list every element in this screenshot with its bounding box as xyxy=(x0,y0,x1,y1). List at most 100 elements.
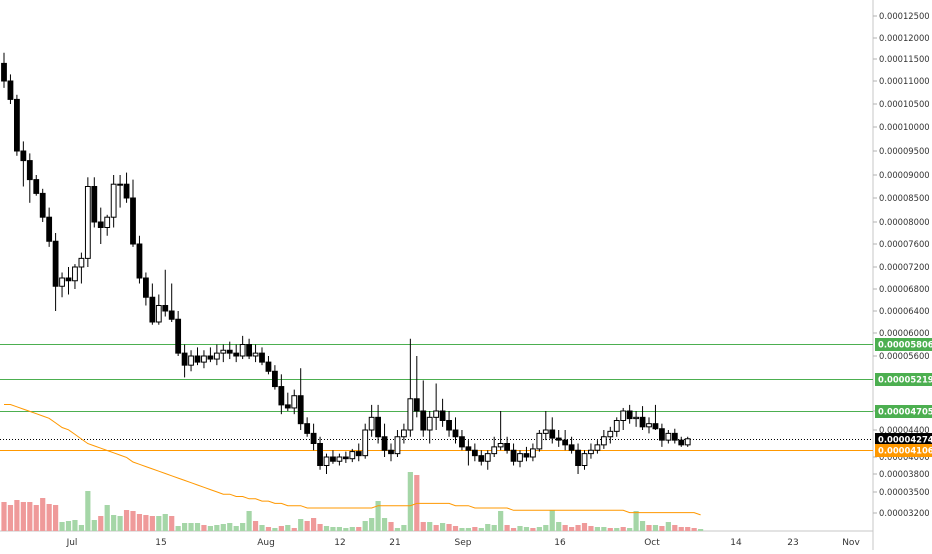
candle-body xyxy=(484,453,491,462)
candle-body xyxy=(317,443,323,466)
volume-bar xyxy=(510,528,517,531)
x-tick-label: 23 xyxy=(787,538,798,548)
volume-bar xyxy=(646,525,652,531)
level-price-tag xyxy=(875,433,932,446)
candle-body xyxy=(401,429,407,438)
volume-bar xyxy=(472,527,478,531)
volume-bar xyxy=(207,526,213,531)
volume-bar xyxy=(169,516,175,531)
candle-body xyxy=(446,420,452,431)
candle-body xyxy=(530,448,536,458)
volume-bar xyxy=(478,528,484,531)
volume-bar xyxy=(59,522,65,531)
volume-bar xyxy=(65,521,72,531)
volume-bar xyxy=(614,528,620,531)
candle-body xyxy=(368,416,375,431)
volume-bar xyxy=(607,528,613,531)
candle-body xyxy=(310,432,317,444)
candle-body xyxy=(381,436,388,451)
candle-body xyxy=(265,361,272,372)
candle-body xyxy=(194,355,201,363)
volume-bar xyxy=(298,519,304,531)
candle-body xyxy=(510,449,517,462)
volume-bar xyxy=(381,518,388,531)
volume-bar xyxy=(182,523,188,531)
volume-bar xyxy=(356,527,362,531)
y-tick-label: 0.00005600 xyxy=(879,351,930,361)
volume-bar xyxy=(98,516,104,531)
volume-bar xyxy=(78,525,84,531)
volume-bar xyxy=(240,523,246,531)
volume-bar xyxy=(1,502,7,531)
volume-bar xyxy=(601,527,607,531)
volume-bar xyxy=(343,528,349,531)
volume-bar xyxy=(691,528,697,531)
candle-body xyxy=(459,436,465,448)
volume-bar xyxy=(485,524,491,531)
x-tick-label: Nov xyxy=(842,538,860,548)
volume-bar xyxy=(420,522,426,531)
level-price-tag xyxy=(875,405,932,418)
y-tick-label: 0.00011500 xyxy=(879,54,930,64)
volume-bar xyxy=(665,522,671,531)
candle-body xyxy=(581,453,588,466)
candle-body xyxy=(639,416,646,428)
candle-body xyxy=(394,436,401,455)
volume-bar xyxy=(91,520,97,531)
candle-body xyxy=(504,443,511,451)
volume-bar xyxy=(556,522,562,531)
candle-body xyxy=(626,410,633,420)
volume-bar xyxy=(440,523,446,531)
candle-body xyxy=(342,456,349,460)
candle-body xyxy=(181,352,188,366)
level-price-tag xyxy=(875,373,932,386)
x-tick-label: Sep xyxy=(455,538,472,548)
candle-body xyxy=(1,62,7,82)
volume-bar xyxy=(188,523,194,531)
candle-body xyxy=(297,395,304,425)
volume-bar xyxy=(465,528,471,531)
candle-body xyxy=(523,453,530,458)
volume-bar xyxy=(220,524,226,531)
candle-body xyxy=(646,423,652,428)
volume-bar xyxy=(401,525,407,531)
volume-bar xyxy=(672,525,678,531)
volume-bar xyxy=(633,511,639,531)
candle-body xyxy=(433,410,440,418)
volume-bar xyxy=(175,526,181,531)
volume-bar xyxy=(569,527,575,531)
candle-body xyxy=(671,432,678,441)
volume-bar xyxy=(581,523,588,531)
candle-body xyxy=(239,344,246,357)
volume-bar xyxy=(233,526,239,531)
candle-body xyxy=(607,430,614,438)
candle-body xyxy=(72,266,78,282)
volume-bar xyxy=(407,472,413,531)
candle-body xyxy=(336,456,343,462)
volume-bar xyxy=(246,511,252,531)
volume-bar xyxy=(304,521,310,531)
candle-body xyxy=(246,344,252,357)
candle-body xyxy=(620,410,627,421)
y-tick-label: 0.00009000 xyxy=(879,170,930,180)
volume-bar xyxy=(194,523,201,531)
y-tick-label: 0.00008000 xyxy=(879,217,930,227)
volume-bar xyxy=(530,528,536,531)
volume-bar xyxy=(272,528,278,531)
candle-body xyxy=(613,420,620,432)
volume-bar xyxy=(323,526,330,531)
volume-bar xyxy=(227,523,233,531)
candle-body xyxy=(259,352,265,363)
volume-bar xyxy=(214,525,220,531)
candle-body xyxy=(665,432,672,441)
candle-body xyxy=(136,243,143,279)
y-tick-label: 0.00006800 xyxy=(879,284,930,294)
volume-bar xyxy=(149,516,155,531)
candle-body xyxy=(52,240,59,287)
volume-bar xyxy=(459,528,465,531)
candle-body xyxy=(272,370,278,388)
candle-body xyxy=(517,453,523,462)
y-tick-label: 0.00007600 xyxy=(879,239,930,249)
candle-body xyxy=(452,429,459,438)
